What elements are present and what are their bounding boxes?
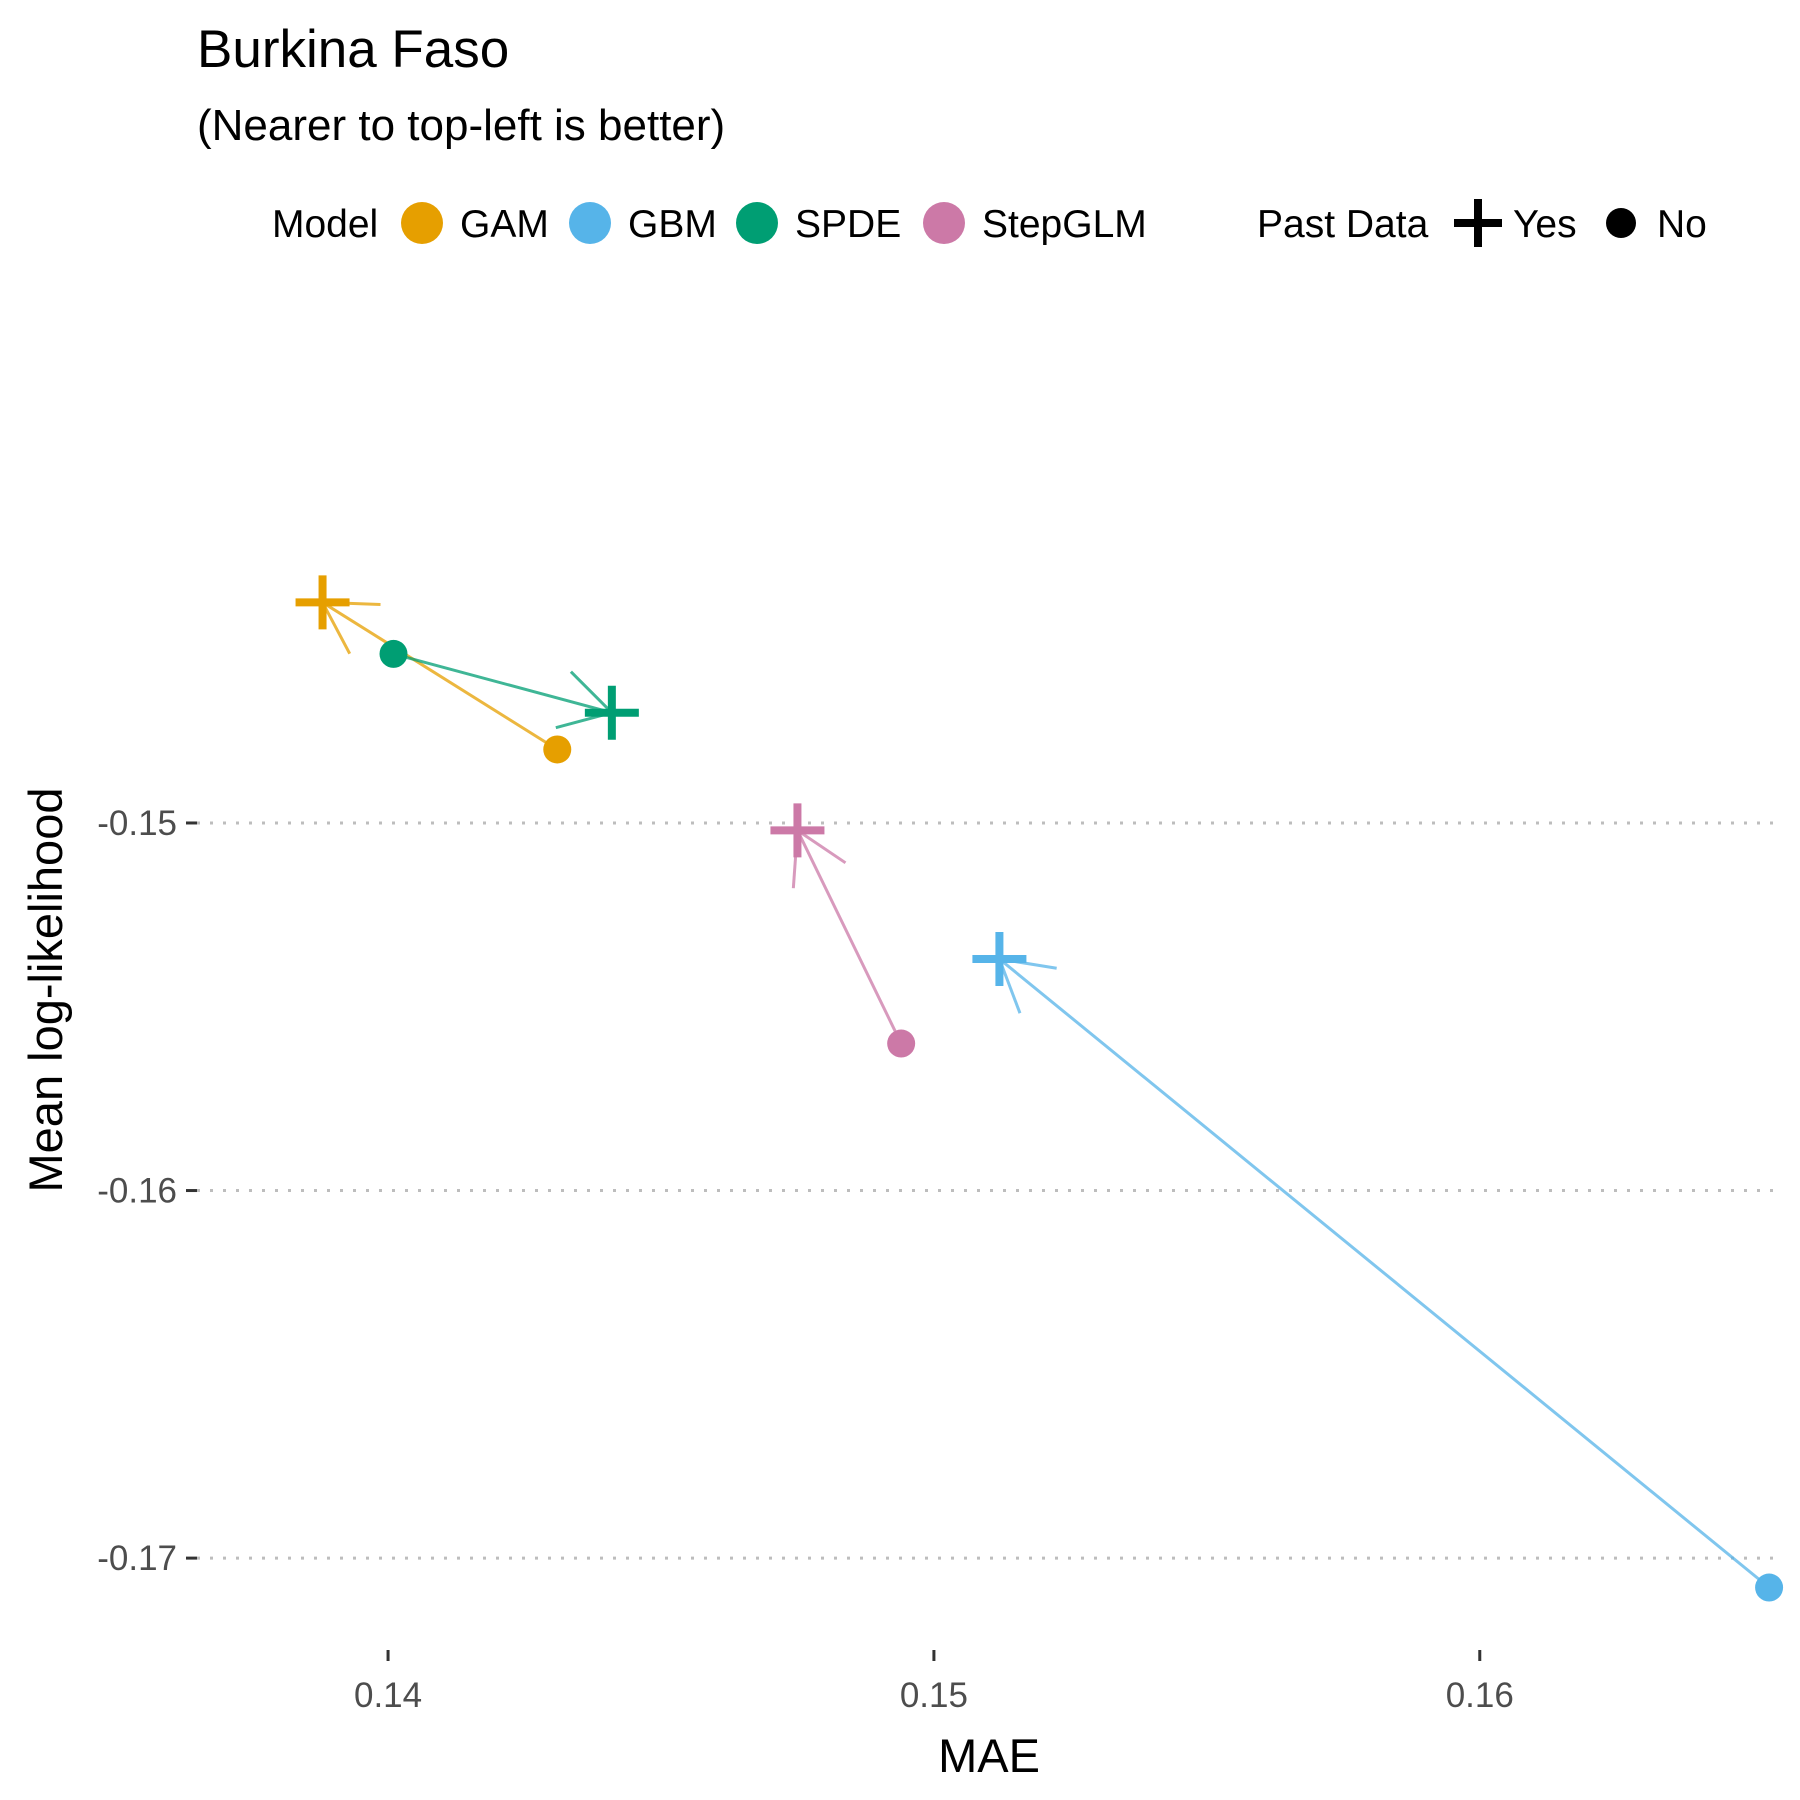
arrow-gam — [321, 600, 559, 751]
x-tick-label: 0.14 — [354, 1676, 422, 1715]
legend-swatch-spde — [736, 202, 778, 244]
point-gbm-no — [1755, 1573, 1784, 1602]
chart-subtitle: (Nearer to top-left is better) — [197, 101, 725, 150]
point-stepglm-no — [887, 1029, 916, 1058]
arrows — [321, 600, 1771, 1589]
point-spde-no — [379, 639, 408, 668]
x-axis-title: MAE — [938, 1729, 1040, 1782]
points — [295, 575, 1784, 1602]
legend-swatch-gbm — [569, 202, 611, 244]
y-axis-title: Mean log-likelihood — [19, 788, 72, 1193]
legend-label-gam: GAM — [460, 203, 549, 246]
legend-color-title: Model — [272, 203, 378, 246]
point-gbm-yes — [972, 931, 1027, 986]
x-tick-label: 0.16 — [1446, 1676, 1514, 1715]
legend: Model GAM GBM SPDE StepGLM Past Data Yes No — [272, 199, 1707, 247]
legend-shape-title: Past Data — [1257, 203, 1429, 246]
point-spde-yes — [584, 685, 639, 740]
legend-label-no: No — [1657, 203, 1707, 246]
y-tick-label: -0.17 — [97, 1539, 177, 1578]
y-tick-label: -0.15 — [97, 804, 177, 843]
legend-label-spde: SPDE — [795, 203, 901, 246]
legend-label-stepglm: StepGLM — [982, 203, 1147, 246]
y-tick-label: -0.16 — [97, 1172, 177, 1211]
point-gam-yes — [295, 575, 350, 630]
legend-label-gbm: GBM — [628, 203, 717, 246]
legend-swatch-yes — [1454, 199, 1502, 247]
grid — [197, 821, 1780, 1560]
point-gam-no — [543, 735, 572, 764]
legend-swatch-gam — [401, 202, 443, 244]
arrow-gbm — [998, 957, 1771, 1589]
legend-swatch-no — [1606, 208, 1636, 238]
arrow-stepglm — [791, 829, 903, 1045]
point-stepglm-yes — [770, 803, 825, 858]
legend-label-yes: Yes — [1513, 203, 1577, 246]
chart-title: Burkina Faso — [197, 20, 509, 79]
legend-swatch-stepglm — [923, 202, 965, 244]
x-tick-label: 0.15 — [900, 1676, 968, 1715]
axes: -0.15 -0.16 -0.17 0.14 0.15 0.16 — [97, 804, 1514, 1715]
